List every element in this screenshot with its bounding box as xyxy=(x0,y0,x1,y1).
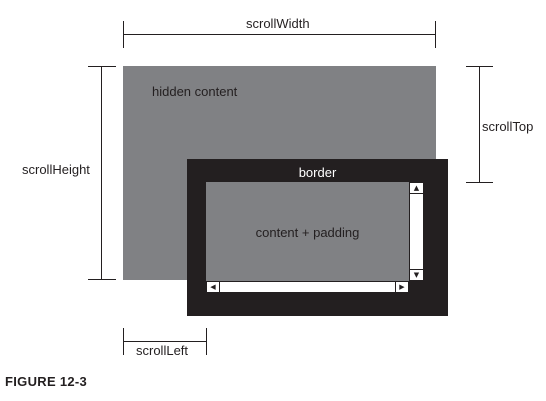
vertical-scrollbar[interactable] xyxy=(409,182,424,281)
scroll-top-label: scrollTop xyxy=(482,119,534,134)
scroll-left-label: scrollLeft xyxy=(136,343,189,358)
scroll-width-line xyxy=(123,34,436,35)
scroll-left-line xyxy=(123,341,207,342)
scroll-down-icon[interactable]: ▼ xyxy=(409,269,424,281)
content-padding-area xyxy=(206,182,409,281)
horizontal-scrollbar[interactable] xyxy=(206,281,409,293)
scroll-top-top-tick xyxy=(466,66,493,67)
content-padding-label: content + padding xyxy=(255,225,360,240)
scroll-width-left-tick xyxy=(123,21,124,48)
scroll-width-right-tick xyxy=(435,21,436,48)
figure-caption: FIGURE 12-3 xyxy=(5,374,88,389)
scroll-up-icon[interactable]: ▲ xyxy=(409,182,424,194)
scroll-height-bottom-tick xyxy=(88,279,116,280)
scroll-top-bottom-tick xyxy=(466,182,493,183)
scroll-left-left-tick xyxy=(123,328,124,355)
scroll-height-line xyxy=(101,66,102,280)
scroll-left-icon[interactable]: ◀ xyxy=(206,281,220,293)
hidden-content-label: hidden content xyxy=(152,84,238,99)
border-label: border xyxy=(298,165,337,180)
scroll-left-right-tick xyxy=(206,328,207,355)
scroll-right-icon[interactable]: ▶ xyxy=(395,281,409,293)
scrollbar-corner xyxy=(409,281,424,293)
scroll-height-top-tick xyxy=(88,66,116,67)
scroll-top-line xyxy=(479,66,480,183)
scroll-width-label: scrollWidth xyxy=(246,16,310,31)
scroll-height-label: scrollHeight xyxy=(22,162,90,177)
